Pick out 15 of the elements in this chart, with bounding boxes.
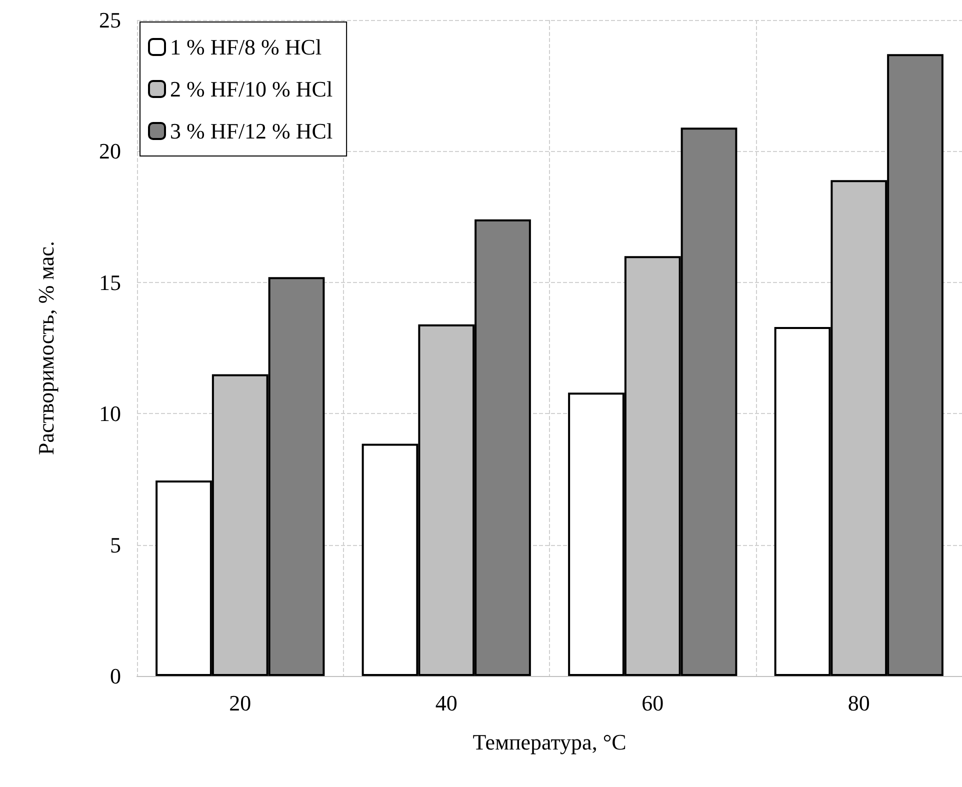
y-tick-label: 10 [99,401,121,426]
x-tick-label: 40 [435,690,458,716]
y-tick-label: 25 [99,8,121,32]
legend-label: 2 % HF/10 % HCl [170,76,333,102]
y-tick-label: 5 [110,532,121,558]
x-tick-label: 80 [848,690,870,716]
x-tick-label: 60 [642,690,664,716]
x-tick-label: 20 [229,690,252,716]
y-tick-label: 15 [99,270,121,295]
legend-label: 3 % HF/12 % HCl [170,118,333,144]
y-axis-title: Растворимость, % мас. [34,241,58,455]
legend-label: 1 % HF/8 % HCl [170,34,322,60]
y-tick-label: 20 [99,138,121,164]
y-tick-label: 0 [110,664,121,688]
x-axis-title: Температура, °C [472,730,626,754]
